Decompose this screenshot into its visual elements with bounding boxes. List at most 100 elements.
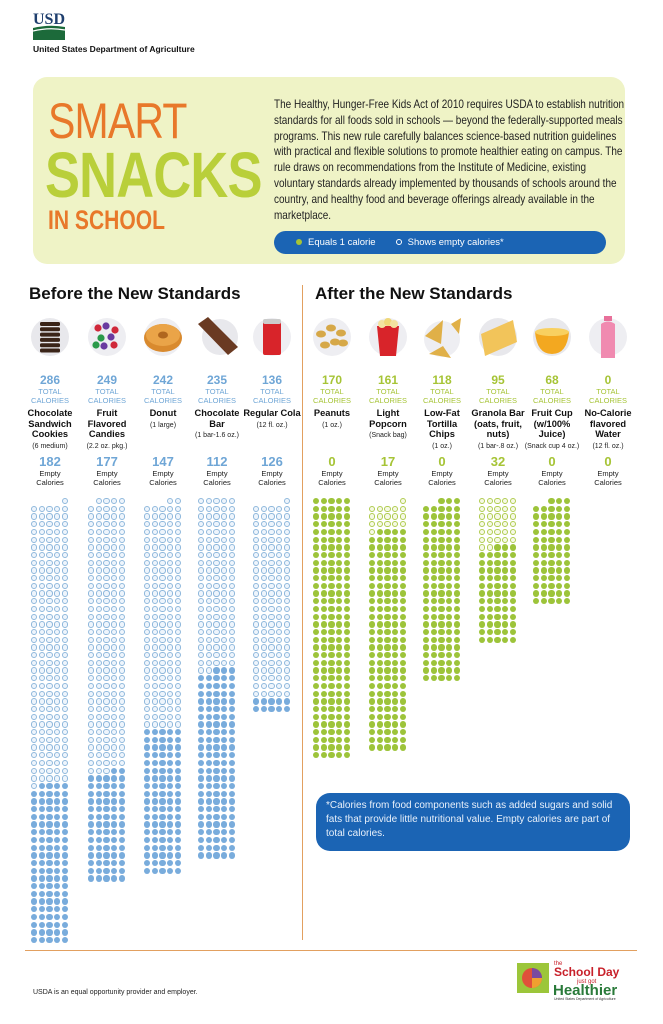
- calorie-dot: [343, 698, 351, 705]
- empty-calorie-dot: [268, 544, 275, 551]
- calorie-dot: [369, 675, 376, 682]
- empty-calorie-dot: [174, 675, 182, 682]
- calorie-dot: [328, 659, 335, 667]
- calorie-dot: [111, 821, 118, 828]
- empty-calorie-dot: [213, 636, 220, 643]
- empty-calorie-dot: [221, 536, 228, 543]
- calorie-dot: [328, 721, 335, 728]
- calorie-dot: [423, 559, 430, 566]
- empty-calorie-dot: [174, 551, 182, 559]
- empty-calorie-dot: [103, 567, 110, 574]
- empty-calorie-dot: [198, 644, 205, 651]
- empty-calorie-dot: [144, 567, 151, 574]
- calorie-dot: [384, 744, 391, 751]
- empty-calorie-dot: [31, 759, 38, 767]
- empty-calorie-dot: [118, 636, 126, 643]
- empty-calorie-dot: [479, 536, 486, 543]
- calorie-dot: [336, 690, 343, 697]
- calorie-dot: [103, 859, 110, 867]
- calorie-dot: [423, 644, 430, 651]
- empty-calorie-dot: [46, 652, 53, 659]
- empty-calorie-dot: [268, 613, 275, 620]
- calorie-dot: [399, 613, 407, 620]
- calorie-dot: [563, 598, 571, 605]
- empty-calorie-dot: [38, 690, 46, 697]
- empty-calorie-dot: [260, 528, 268, 536]
- calorie-dot: [313, 513, 320, 520]
- empty-calorie-dot: [118, 667, 126, 674]
- calorie-dot: [392, 590, 399, 597]
- calorie-dot: [95, 782, 103, 790]
- calorie-dot: [118, 806, 126, 813]
- calorie-dot: [167, 790, 174, 797]
- calorie-dot: [221, 852, 228, 859]
- empty-calorie-dot: [103, 636, 110, 643]
- calorie-dot: [198, 806, 205, 813]
- empty-calorie-dot: [118, 551, 126, 559]
- calorie-dot: [336, 621, 343, 628]
- calorie-dot: [95, 859, 103, 867]
- empty-calorie-dot: [31, 551, 38, 559]
- calorie-dot: [548, 536, 555, 543]
- empty-calorie-dot: [174, 544, 182, 551]
- empty-calorie-dot: [479, 513, 486, 520]
- calorie-dot: [343, 521, 351, 528]
- calorie-dot: [399, 729, 407, 736]
- empty-label: Empty: [487, 469, 509, 478]
- calorie-dot: [540, 513, 548, 520]
- empty-calorie-dot: [46, 775, 53, 782]
- empty-calorie-dot: [253, 621, 260, 628]
- empty-calorie-dot: [151, 528, 159, 536]
- calorie-dot: [430, 636, 438, 643]
- calorie-dot: [151, 813, 159, 821]
- empty-calorie-dot: [260, 575, 268, 582]
- calorie-dot: [174, 752, 182, 759]
- empty-calorie-dot: [228, 605, 236, 613]
- calorie-dot: [343, 705, 351, 713]
- calorie-dot: [494, 551, 501, 559]
- empty-calorie-dot: [213, 498, 220, 505]
- calorie-dot: [88, 813, 95, 821]
- calorie-dot: [144, 852, 151, 859]
- calories-label: Calories: [149, 478, 177, 487]
- calorie-dot: [446, 528, 453, 536]
- empty-calorie-dot: [151, 544, 159, 551]
- calorie-dot: [151, 867, 159, 874]
- calorie-dot: [31, 883, 38, 890]
- calorie-dot: [213, 705, 220, 713]
- empty-calorie-dot: [205, 567, 213, 574]
- calorie-dot: [502, 628, 509, 636]
- calorie-dot: [376, 567, 384, 574]
- calorie-dot: [46, 875, 53, 882]
- calorie-dot: [46, 813, 53, 821]
- calorie-dot: [438, 505, 445, 513]
- calorie-dot: [88, 821, 95, 828]
- calorie-dot: [320, 521, 328, 528]
- calorie-dot: [430, 675, 438, 682]
- calorie-dot: [376, 628, 384, 636]
- empty-calorie-dot: [54, 729, 61, 736]
- empty-calorie-dot: [276, 636, 283, 643]
- calorie-dot: [174, 867, 182, 874]
- calorie-dot: [376, 636, 384, 643]
- calorie-dot: [31, 913, 38, 921]
- empty-calorie-dot: [31, 644, 38, 651]
- empty-calorie-dot: [260, 605, 268, 613]
- empty-calorie-dot: [159, 513, 166, 520]
- calorie-dot: [88, 782, 95, 790]
- calorie-dot: [54, 844, 61, 851]
- calorie-dot: [453, 636, 461, 643]
- total-label: TOTAL: [151, 387, 175, 396]
- empty-calorie-dot: [228, 621, 236, 628]
- empty-calorie-dot: [509, 505, 517, 513]
- calorie-dot: [509, 575, 517, 582]
- calorie-dot: [38, 890, 46, 898]
- empty-calorie-dot: [61, 521, 69, 528]
- calorie-dot: [159, 852, 166, 859]
- empty-calorie-dot: [151, 659, 159, 667]
- calorie-dot: [328, 559, 335, 566]
- calorie-dot: [423, 521, 430, 528]
- calorie-dot: [563, 513, 571, 520]
- calorie-dot: [205, 698, 213, 705]
- calorie-dot: [320, 559, 328, 566]
